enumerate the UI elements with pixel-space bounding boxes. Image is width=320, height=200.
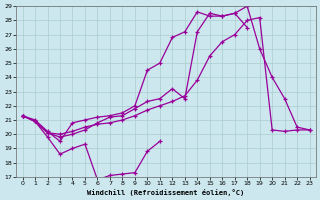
X-axis label: Windchill (Refroidissement éolien,°C): Windchill (Refroidissement éolien,°C) xyxy=(87,189,245,196)
